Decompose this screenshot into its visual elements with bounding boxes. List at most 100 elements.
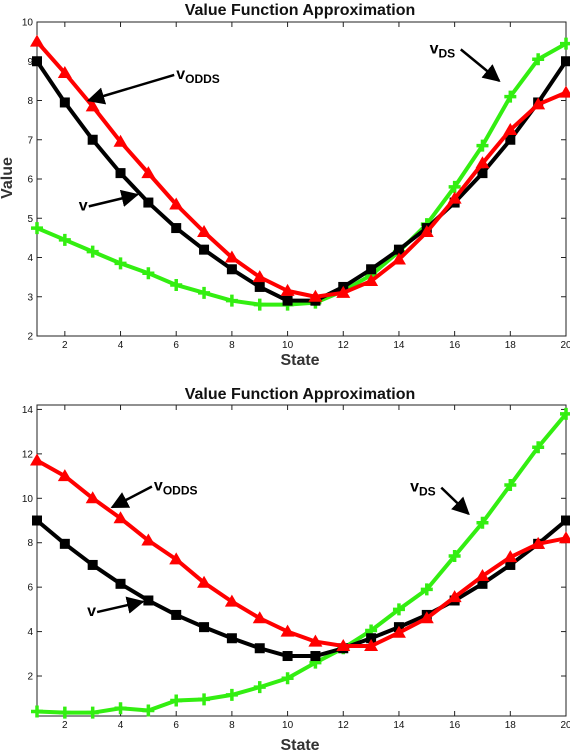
y-tick-label: 4 — [27, 627, 33, 638]
data-point — [115, 578, 126, 589]
x-tick-label: 10 — [282, 720, 294, 731]
data-point — [199, 244, 210, 255]
top-chart: Value Function Approximation State Value… — [0, 2, 570, 369]
x-axis-label: State — [280, 352, 319, 369]
annotation-arrow — [86, 73, 175, 105]
annotation-v: v — [87, 603, 96, 620]
data-point — [57, 469, 72, 482]
data-point — [197, 575, 212, 588]
x-tick-label: 4 — [118, 340, 124, 351]
data-point — [171, 223, 182, 234]
data-point — [199, 622, 210, 633]
chart-title: Value Function Approximation — [185, 386, 416, 403]
x-tick-label: 10 — [282, 340, 294, 351]
data-point — [87, 134, 98, 145]
annotation-v-ds: vDS — [430, 40, 456, 60]
annotation-arrow — [88, 189, 139, 208]
data-point — [280, 283, 295, 296]
data-point — [475, 569, 490, 582]
y-tick-label: 8 — [27, 96, 33, 107]
x-tick-label: 6 — [173, 340, 179, 351]
annotation-arrow — [459, 48, 501, 82]
series-v — [32, 515, 570, 662]
x-tick-label: 14 — [393, 340, 405, 351]
data-point — [560, 407, 570, 420]
data-point — [85, 99, 100, 112]
data-point — [114, 702, 127, 715]
x-axis-label: State — [280, 737, 319, 752]
annotation-arrow — [440, 486, 470, 516]
data-point — [477, 578, 488, 589]
data-point — [503, 122, 518, 135]
x-tick-label: 2 — [62, 340, 68, 351]
data-point — [170, 278, 183, 291]
data-point — [141, 533, 156, 546]
data-point — [475, 156, 490, 169]
annotation-v-odds: vODDS — [154, 478, 198, 498]
annotation-subscript: DS — [438, 46, 455, 60]
data-point — [310, 651, 321, 662]
data-point — [58, 706, 71, 719]
data-point — [448, 180, 461, 193]
data-point — [419, 611, 434, 624]
annotation-subscript: ODDS — [185, 72, 220, 86]
x-tick-label: 20 — [560, 340, 570, 351]
data-point — [85, 491, 100, 504]
data-point — [198, 286, 211, 299]
data-point — [113, 134, 128, 147]
data-point — [254, 281, 265, 292]
data-point — [364, 274, 379, 287]
data-point — [447, 590, 462, 603]
y-tick-label: 9 — [27, 57, 33, 68]
x-tick-label: 14 — [393, 720, 405, 731]
data-point — [253, 298, 266, 311]
data-point — [281, 672, 294, 685]
data-point — [114, 257, 127, 270]
data-point — [336, 639, 351, 652]
data-point — [197, 224, 212, 237]
data-point — [252, 611, 267, 624]
annotation-v-ds: vDS — [410, 479, 436, 499]
data-point — [86, 706, 99, 719]
x-tick-label: 12 — [338, 720, 350, 731]
data-point — [58, 233, 71, 246]
annotation-subscript: DS — [419, 485, 436, 499]
data-point — [143, 595, 154, 606]
x-tick-label: 2 — [62, 720, 68, 731]
data-point — [282, 295, 293, 306]
data-point — [391, 625, 406, 638]
data-point — [59, 97, 70, 108]
bottom-chart: Value Function Approximation State 2 4 6 8 1… — [22, 386, 570, 752]
annotation-arrow — [110, 485, 153, 509]
y-tick-label: 2 — [27, 332, 33, 343]
y-tick-label: 8 — [27, 538, 33, 549]
x-tick-label: 16 — [449, 340, 461, 351]
data-point — [225, 294, 238, 307]
data-point — [171, 609, 182, 620]
data-point — [57, 66, 72, 79]
data-point — [448, 550, 461, 563]
data-point — [364, 639, 379, 652]
data-point — [531, 97, 546, 110]
x-tick-label: 18 — [505, 340, 517, 351]
data-point — [561, 56, 570, 67]
data-point — [169, 197, 184, 210]
data-point — [391, 252, 406, 265]
data-point — [86, 245, 99, 258]
x-tick-label: 6 — [173, 720, 179, 731]
data-point — [532, 441, 545, 454]
annotation-arrow — [96, 596, 145, 614]
annotation-v: v — [79, 197, 88, 214]
y-tick-label: 3 — [27, 292, 33, 303]
data-point — [336, 285, 351, 298]
data-point — [531, 536, 546, 549]
y-tick-label: 4 — [27, 253, 33, 264]
data-point — [226, 633, 237, 644]
data-point — [560, 37, 570, 50]
series-line — [36, 458, 567, 649]
data-point — [141, 166, 156, 179]
y-tick-label: 6 — [27, 583, 33, 594]
y-tick-label: 5 — [27, 214, 33, 225]
series-line — [36, 412, 568, 715]
data-point — [282, 651, 293, 662]
